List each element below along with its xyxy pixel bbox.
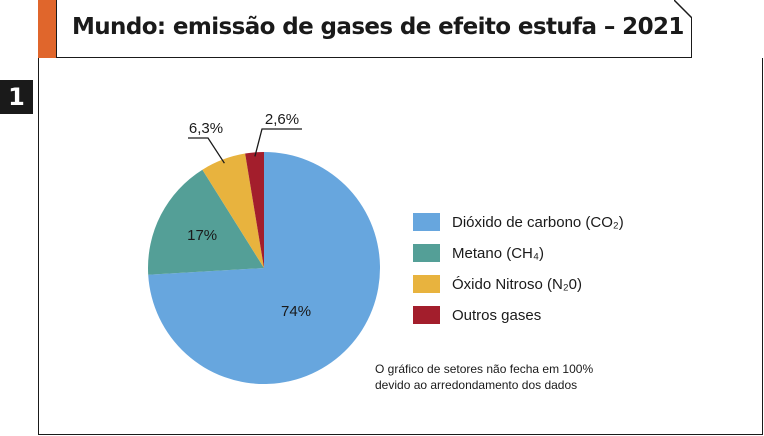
title-box bbox=[56, 0, 692, 58]
legend-item-ch4: Metano (CH₄) bbox=[413, 243, 544, 263]
legend-swatch-ch4 bbox=[413, 244, 440, 262]
chart-title: Mundo: emissão de gases de efeito estufa… bbox=[72, 14, 684, 40]
legend-label-ch4: Metano (CH₄) bbox=[452, 244, 544, 262]
data-label-n2o: 6,3% bbox=[189, 120, 223, 137]
legend-swatch-n2o bbox=[413, 275, 440, 293]
legend-item-outros: Outros gases bbox=[413, 305, 541, 325]
slice-outros bbox=[245, 152, 264, 268]
slice-co2 bbox=[148, 152, 381, 384]
legend-swatch-outros bbox=[413, 306, 440, 324]
data-label-co2: 74% bbox=[281, 303, 311, 320]
title-accent-tab bbox=[38, 0, 58, 58]
figure-number-badge: 1 bbox=[0, 80, 33, 114]
legend-swatch-co2 bbox=[413, 213, 440, 231]
leader-line-outros bbox=[254, 128, 302, 157]
legend-item-n2o: Óxido Nitroso (N₂0) bbox=[413, 274, 582, 294]
data-label-outros: 2,6% bbox=[265, 111, 299, 128]
legend-label-n2o: Óxido Nitroso (N₂0) bbox=[452, 275, 583, 293]
legend-label-co2: Dióxido de carbono (CO₂) bbox=[452, 213, 624, 231]
footnote-line-1: O gráfico de setores não fecha em 100% bbox=[375, 362, 594, 376]
legend-label-outros: Outros gases bbox=[452, 306, 542, 324]
leader-line-n2o bbox=[188, 137, 225, 164]
slice-n2o bbox=[202, 153, 264, 268]
title-box-corner bbox=[674, 0, 692, 18]
footnote: O gráfico de setores não fecha em 100% d… bbox=[375, 361, 655, 393]
chart-frame bbox=[38, 58, 763, 435]
legend-item-co2: Dióxido de carbono (CO₂) bbox=[413, 212, 624, 232]
footnote-line-2: devido ao arredondamento dos dados bbox=[375, 378, 578, 392]
data-label-ch4: 17% bbox=[187, 227, 217, 244]
slice-ch4 bbox=[148, 169, 264, 275]
